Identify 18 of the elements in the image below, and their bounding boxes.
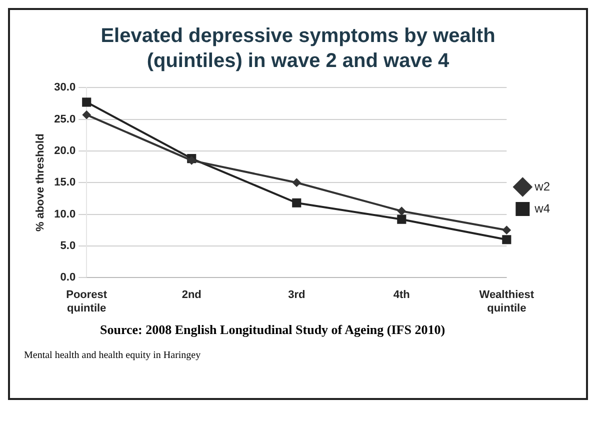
x-tick-label: Poorest quintile [66, 289, 108, 314]
x-tick-label: Wealthiest quintile [479, 289, 534, 314]
legend-label: w2 [534, 179, 550, 194]
y-tick-label: 30.0 [54, 82, 76, 94]
x-tick-label: 4th [393, 289, 410, 302]
y-tick-label: 5.0 [60, 240, 76, 252]
chart-title: Elevated depressive symptoms by wealth (quintiles) in wave 2 and wave 4 [100, 24, 496, 74]
y-tick-label: 15.0 [54, 176, 76, 189]
legend-label: w4 [534, 201, 550, 216]
x-tick-label: 2nd [182, 289, 202, 302]
y-tick-label: 0.0 [60, 272, 76, 284]
x-tick-label: 3rd [288, 289, 306, 302]
text: Mental health and health equity in Haringey [24, 350, 202, 361]
y-tick-label: 20.0 [54, 144, 76, 157]
y-tick-label: 10.0 [54, 208, 76, 220]
y-axis-title: % above threshold [34, 134, 47, 232]
y-tick-label: 25.0 [54, 113, 76, 126]
source-note: Source: 2008 English Longitudinal Study of Ageing (IFS 2010) [100, 322, 446, 338]
